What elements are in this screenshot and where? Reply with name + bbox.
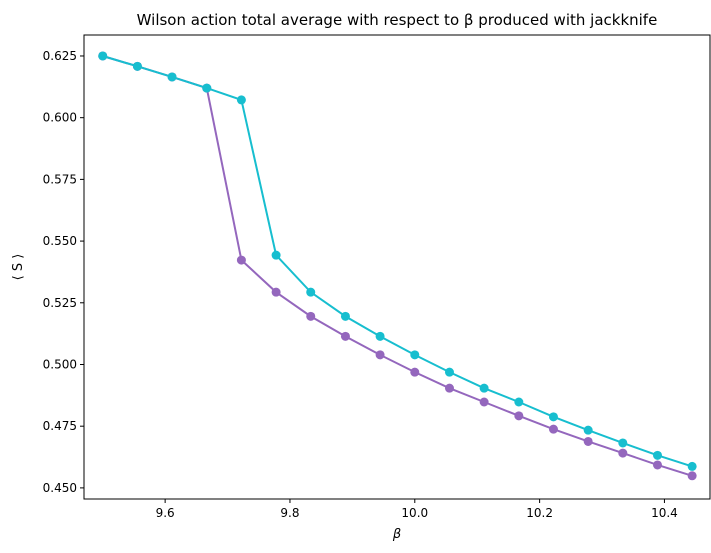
- data-point: [653, 460, 663, 470]
- data-point: [444, 383, 454, 393]
- data-point: [514, 411, 524, 421]
- y-tick-label: 0.625: [43, 49, 77, 63]
- data-point: [375, 331, 385, 341]
- series-layer: [98, 51, 697, 481]
- y-axis-ticks: 0.450 0.475 0.500 0.525 0.550 0.575 0.600 0.625: [43, 49, 84, 495]
- data-point: [340, 311, 350, 321]
- x-tick-label: 9.8: [280, 506, 299, 520]
- data-point: [653, 450, 663, 460]
- data-point: [410, 350, 420, 360]
- data-point: [687, 461, 697, 471]
- data-point: [340, 331, 350, 341]
- data-point: [548, 424, 558, 434]
- data-point: [132, 61, 142, 71]
- y-tick-label: 0.525: [43, 296, 77, 310]
- data-point: [444, 367, 454, 377]
- y-tick-label: 0.500: [43, 357, 77, 371]
- data-point: [306, 287, 316, 297]
- y-tick-label: 0.450: [43, 481, 77, 495]
- y-axis-label: ⟨ S ⟩: [11, 254, 26, 281]
- data-point: [548, 412, 558, 422]
- data-point: [583, 436, 593, 446]
- x-tick-label: 10.2: [526, 506, 553, 520]
- y-tick-label: 0.600: [43, 111, 77, 125]
- data-point: [271, 250, 281, 260]
- data-point: [687, 471, 697, 481]
- data-point: [410, 367, 420, 377]
- plot-frame: [83, 34, 711, 500]
- data-point: [479, 397, 489, 407]
- data-point: [236, 255, 246, 265]
- plot-area: [84, 35, 710, 499]
- x-axis-label: β: [392, 527, 401, 542]
- data-point: [514, 397, 524, 407]
- data-point: [583, 425, 593, 435]
- x-tick-label: 10.4: [651, 506, 678, 520]
- data-point: [202, 83, 212, 93]
- data-point: [479, 383, 489, 393]
- data-point: [98, 51, 108, 61]
- series-2: [98, 51, 697, 471]
- data-point: [306, 311, 316, 321]
- data-point: [167, 72, 177, 82]
- x-axis-ticks: 9.6 9.8 10.0 10.2 10.4: [156, 499, 678, 520]
- y-tick-label: 0.575: [43, 172, 77, 186]
- series-line: [102, 55, 693, 468]
- data-point: [375, 350, 385, 360]
- x-tick-label: 10.0: [401, 506, 428, 520]
- y-tick-label: 0.475: [43, 419, 77, 433]
- data-point: [618, 438, 628, 448]
- data-point: [236, 95, 246, 105]
- data-point: [618, 448, 628, 458]
- y-tick-label: 0.550: [43, 234, 77, 248]
- x-tick-label: 9.6: [156, 506, 175, 520]
- chart-title: Wilson action total average with respect…: [137, 11, 658, 29]
- data-point: [271, 287, 281, 297]
